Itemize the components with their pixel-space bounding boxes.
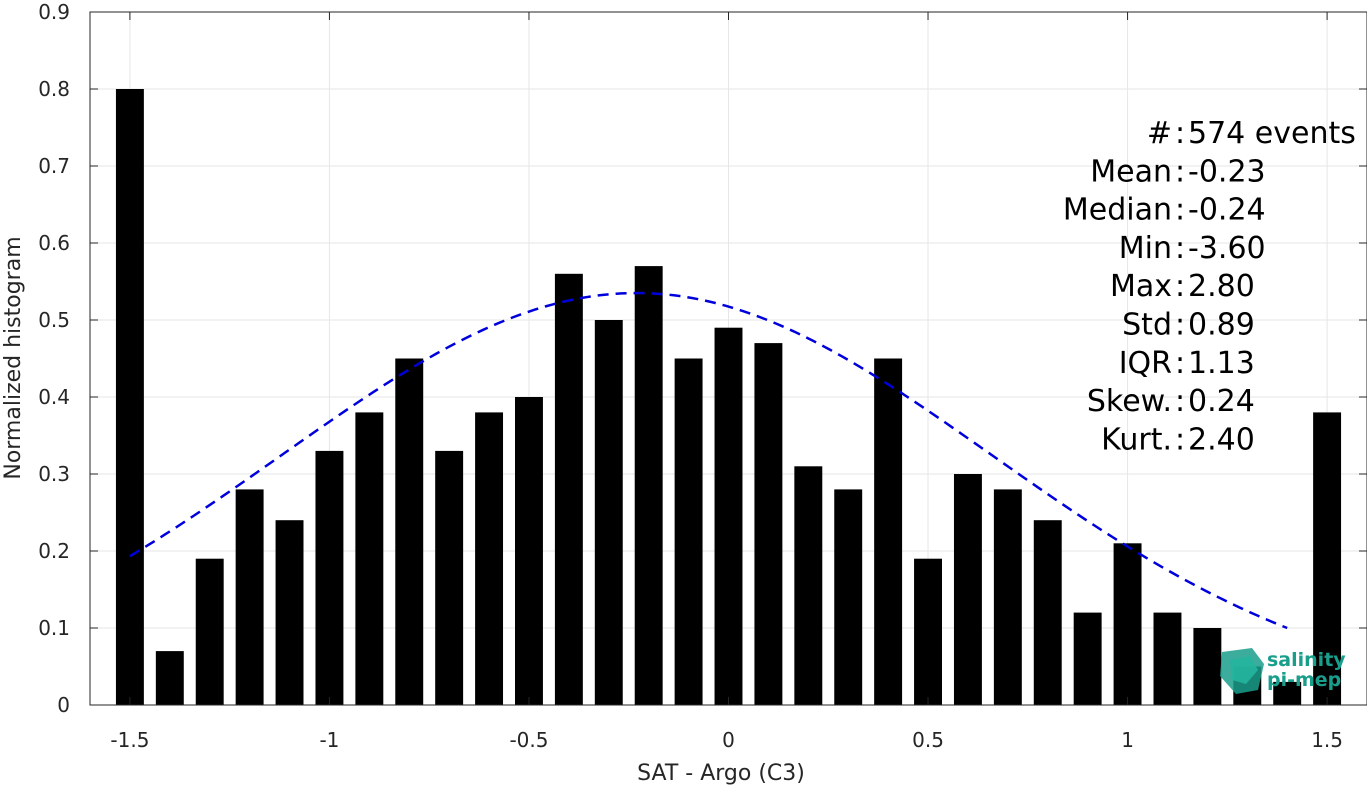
histogram-bar xyxy=(554,273,583,705)
stats-value: 2.80 xyxy=(1188,269,1255,304)
y-tick-label: 0.7 xyxy=(38,154,70,178)
histogram-bar xyxy=(355,412,384,705)
x-tick-label: 1.5 xyxy=(1311,728,1343,752)
stats-colon: : xyxy=(1175,422,1185,457)
y-tick-label: 0.3 xyxy=(38,462,70,486)
histogram-bar xyxy=(395,358,424,705)
stats-label: Mean xyxy=(1090,154,1172,189)
salinity-pi-mep-logo: salinity pi-mep xyxy=(1220,648,1346,694)
histogram-bar xyxy=(475,412,504,705)
stats-colon: : xyxy=(1175,384,1185,419)
histogram-bar xyxy=(435,450,464,705)
x-tick-label: -1.5 xyxy=(110,728,149,752)
axis-ticks xyxy=(90,11,1367,706)
histogram-bars xyxy=(115,89,1342,705)
y-tick-label: 0.5 xyxy=(38,308,70,332)
stats-label: Max xyxy=(1110,269,1172,304)
stats-label: # xyxy=(1147,116,1172,151)
histogram-bar xyxy=(235,489,264,705)
stats-value: -0.23 xyxy=(1188,154,1266,189)
gaussian-fit-curve xyxy=(129,291,1288,630)
histogram-bar xyxy=(515,397,543,705)
histogram-bar xyxy=(834,489,863,705)
histogram-bar xyxy=(714,327,743,705)
histogram-bar xyxy=(155,651,184,705)
histogram-bar xyxy=(115,89,144,705)
stats-label: Skew. xyxy=(1087,384,1172,419)
logo-line-1: salinity xyxy=(1267,649,1346,671)
histogram-bar xyxy=(874,358,903,705)
y-tick-label: 0.9 xyxy=(38,0,70,24)
stats-colon: : xyxy=(1175,154,1185,189)
stats-label: Std xyxy=(1122,308,1172,343)
histogram-bar xyxy=(195,558,224,705)
stats-colon: : xyxy=(1175,308,1185,343)
y-tick-label: 0.1 xyxy=(38,616,70,640)
stats-value: 0.24 xyxy=(1188,384,1255,419)
histogram-bar xyxy=(634,266,663,705)
stats-colon: : xyxy=(1175,116,1185,151)
stats-label: IQR xyxy=(1119,346,1172,381)
x-tick-label: 0.5 xyxy=(912,728,944,752)
histogram-bar xyxy=(914,558,942,705)
stats-label: Kurt. xyxy=(1101,422,1172,457)
histogram-bar xyxy=(315,450,344,705)
y-tick-labels: 0 0.1 0.2 0.3 0.4 0.5 0.6 0.7 0.8 0.9 xyxy=(38,0,70,717)
stats-label: Median xyxy=(1063,193,1172,228)
stats-colon: : xyxy=(1175,269,1185,304)
stats-colon: : xyxy=(1175,231,1185,266)
stats-value: 574 events xyxy=(1188,116,1356,151)
stats-value: 2.40 xyxy=(1188,422,1255,457)
histogram-bar xyxy=(1193,628,1222,705)
x-tick-label: -1 xyxy=(319,728,339,752)
stats-label: Min xyxy=(1119,231,1172,266)
histogram-bar xyxy=(1273,681,1302,705)
y-tick-label: 0.8 xyxy=(38,77,70,101)
y-tick-label: 0.4 xyxy=(38,385,70,409)
histogram-bar xyxy=(953,474,982,705)
histogram-bar xyxy=(794,466,823,705)
histogram-bar xyxy=(1033,520,1062,705)
histogram-bar xyxy=(1113,543,1142,705)
histogram-bar xyxy=(754,343,783,705)
x-tick-label: -0.5 xyxy=(509,728,548,752)
y-tick-label: 0.6 xyxy=(38,231,70,255)
y-axis-label: Normalized histogram xyxy=(1,236,26,479)
x-tick-label: 0 xyxy=(722,728,735,752)
y-tick-label: 0 xyxy=(57,693,70,717)
histogram-bar xyxy=(1073,612,1102,705)
x-axis-label: SAT - Argo (C3) xyxy=(637,761,805,786)
logo-line-2: pi-mep xyxy=(1267,669,1341,691)
stats-value: -3.60 xyxy=(1188,231,1266,266)
histogram-bar xyxy=(275,520,304,705)
stats-value: 0.89 xyxy=(1188,308,1255,343)
histogram-bar xyxy=(993,489,1022,705)
histogram-bar xyxy=(1153,612,1182,705)
histogram-bar xyxy=(594,320,623,705)
histogram-bar xyxy=(674,358,703,705)
y-tick-label: 0.2 xyxy=(38,539,70,563)
x-tick-labels: -1.5 -1 -0.5 0 0.5 1 1.5 xyxy=(110,728,1343,752)
stats-colon: : xyxy=(1175,193,1185,228)
stats-colon: : xyxy=(1175,346,1185,381)
x-tick-label: 1 xyxy=(1121,728,1134,752)
stats-value: 1.13 xyxy=(1188,346,1255,381)
histogram-bar xyxy=(1313,412,1342,705)
stats-value: -0.24 xyxy=(1188,193,1266,228)
